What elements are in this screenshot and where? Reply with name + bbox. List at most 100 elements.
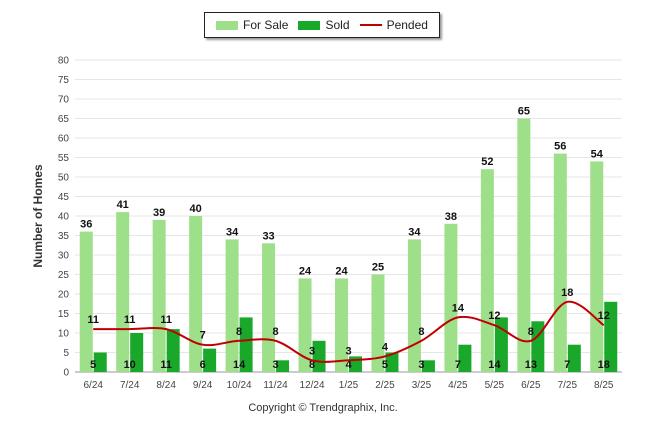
data-label-for-sale: 39 xyxy=(153,207,165,219)
legend-label-sold: Sold xyxy=(325,18,350,32)
data-label-sold: 14 xyxy=(488,359,501,371)
legend-label-for-sale: For Sale xyxy=(243,18,289,32)
data-label-pended: 11 xyxy=(87,314,99,326)
data-label-sold: 11 xyxy=(160,359,172,371)
data-label-pended: 3 xyxy=(309,345,315,357)
y-tick-label: 75 xyxy=(58,75,70,86)
y-tick-label: 0 xyxy=(63,368,69,379)
y-tick-label: 20 xyxy=(58,290,70,301)
data-label-sold: 8 xyxy=(309,359,315,371)
x-tick-label: 4/25 xyxy=(448,380,468,391)
data-label-sold: 7 xyxy=(455,359,461,371)
data-label-for-sale: 54 xyxy=(591,148,604,160)
bar-for-sale xyxy=(298,278,312,372)
data-label-pended: 8 xyxy=(236,326,242,338)
x-tick-label: 9/24 xyxy=(193,380,213,391)
y-axis-title: Number of Homes xyxy=(31,164,45,268)
data-label-pended: 3 xyxy=(345,345,351,357)
data-label-pended: 4 xyxy=(382,341,389,353)
data-label-for-sale: 41 xyxy=(117,199,129,211)
data-label-pended: 11 xyxy=(124,314,136,326)
bar-sold xyxy=(130,333,144,372)
bar-sold xyxy=(166,329,180,372)
bar-for-sale xyxy=(371,274,385,372)
bar-sold xyxy=(567,344,581,372)
data-label-pended: 12 xyxy=(488,310,500,322)
bar-sold xyxy=(239,317,253,372)
bar-for-sale xyxy=(553,153,567,372)
bar-sold xyxy=(531,321,545,372)
y-tick-label: 70 xyxy=(58,95,70,106)
bar-sold xyxy=(93,352,107,372)
x-tick-label: 3/25 xyxy=(412,380,432,391)
legend-swatch-for-sale xyxy=(216,20,239,30)
legend-label-pended: Pended xyxy=(386,18,428,32)
data-label-pended: 8 xyxy=(528,326,534,338)
x-tick-label: 6/25 xyxy=(521,380,541,391)
data-label-pended: 8 xyxy=(418,326,424,338)
data-label-sold: 13 xyxy=(525,359,537,371)
x-tick-label: 8/24 xyxy=(156,380,176,391)
bar-for-sale xyxy=(116,212,130,372)
y-tick-label: 45 xyxy=(58,192,70,203)
x-tick-label: 11/24 xyxy=(263,380,288,391)
bar-for-sale xyxy=(335,278,348,372)
x-tick-label: 12/24 xyxy=(300,380,325,391)
y-tick-label: 35 xyxy=(58,231,70,242)
y-tick-label: 15 xyxy=(58,309,70,320)
data-label-pended: 14 xyxy=(452,302,465,314)
y-tick-label: 25 xyxy=(58,270,70,281)
y-tick-label: 65 xyxy=(58,114,70,125)
data-label-sold: 3 xyxy=(273,359,279,371)
x-tick-label: 6/24 xyxy=(83,380,103,391)
data-label-pended: 7 xyxy=(200,330,206,342)
data-label-pended: 18 xyxy=(561,287,573,299)
bar-for-sale xyxy=(590,161,604,372)
data-label-for-sale: 34 xyxy=(408,226,421,238)
bar-sold xyxy=(312,340,326,372)
bar-sold xyxy=(385,352,399,372)
data-label-sold: 5 xyxy=(382,359,388,371)
data-label-sold: 4 xyxy=(345,359,352,371)
x-tick-label: 7/25 xyxy=(558,380,578,391)
bar-for-sale xyxy=(480,169,494,372)
data-label-for-sale: 36 xyxy=(80,219,92,231)
data-label-sold: 3 xyxy=(418,359,424,371)
bar-for-sale xyxy=(517,118,531,372)
bar-sold xyxy=(276,360,290,372)
data-label-for-sale: 52 xyxy=(481,156,493,168)
y-tick-label: 5 xyxy=(63,348,69,359)
data-label-sold: 10 xyxy=(124,359,136,371)
x-tick-label: 7/24 xyxy=(120,380,140,391)
data-label-sold: 5 xyxy=(90,359,96,371)
legend-item-pended: Pended xyxy=(359,18,428,32)
x-tick-label: 1/25 xyxy=(339,380,359,391)
data-label-pended: 11 xyxy=(160,314,172,326)
bar-for-sale xyxy=(407,239,421,372)
legend-item-sold: Sold xyxy=(298,18,350,32)
y-tick-label: 80 xyxy=(58,56,70,67)
y-tick-label: 60 xyxy=(58,134,70,145)
bar-for-sale xyxy=(79,231,93,372)
y-tick-label: 40 xyxy=(58,212,70,223)
x-tick-label: 2/25 xyxy=(375,380,395,391)
legend-swatch-sold xyxy=(298,20,321,30)
data-label-sold: 6 xyxy=(200,359,206,371)
data-label-for-sale: 38 xyxy=(445,211,457,223)
x-tick-label: 10/24 xyxy=(227,380,252,391)
data-label-pended: 12 xyxy=(598,310,610,322)
y-tick-label: 30 xyxy=(58,251,70,262)
bar-for-sale xyxy=(189,216,203,372)
bar-for-sale xyxy=(225,239,239,372)
data-label-for-sale: 40 xyxy=(190,203,202,215)
data-label-for-sale: 65 xyxy=(518,106,530,118)
bar-sold xyxy=(203,348,217,372)
y-tick-label: 50 xyxy=(58,173,70,184)
data-label-sold: 7 xyxy=(564,359,570,371)
legend-swatch-pended xyxy=(359,24,382,26)
bar-sold xyxy=(421,360,435,372)
data-label-pended: 8 xyxy=(273,326,279,338)
x-tick-label: 5/25 xyxy=(485,380,505,391)
data-label-sold: 18 xyxy=(598,359,610,371)
